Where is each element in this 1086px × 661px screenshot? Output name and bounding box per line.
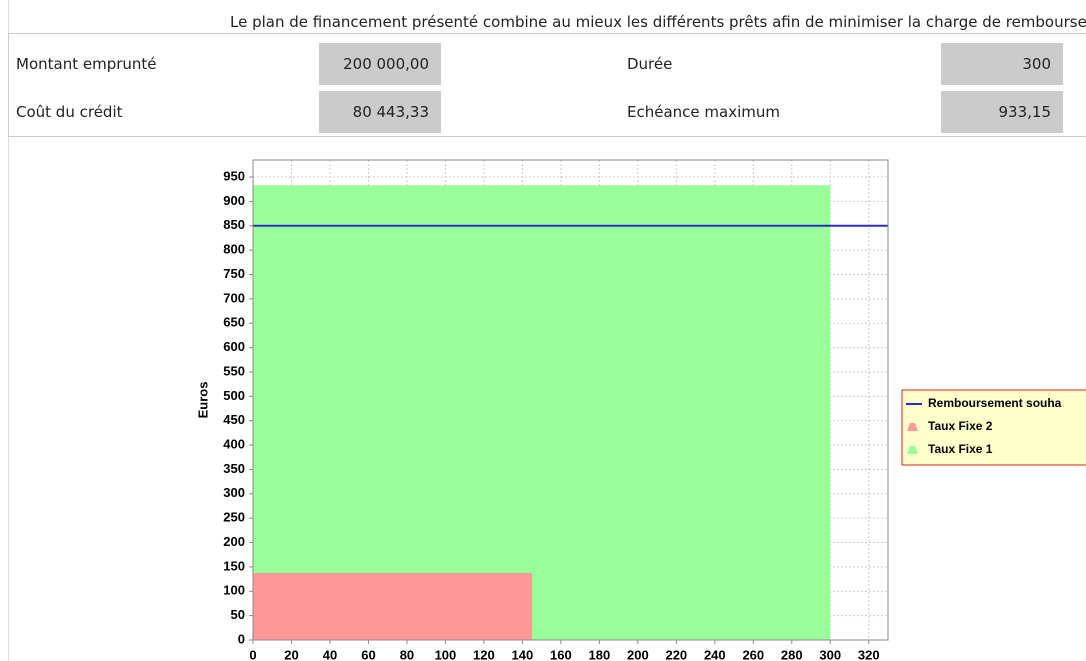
x-tick-label: 320 xyxy=(858,647,880,661)
x-tick-label: 40 xyxy=(323,647,337,661)
y-tick-label: 600 xyxy=(223,339,245,354)
divider xyxy=(8,0,9,661)
area xyxy=(253,572,831,640)
y-tick-label: 200 xyxy=(223,534,245,549)
y-tick-label: 350 xyxy=(223,461,245,476)
plot-frame xyxy=(252,159,889,641)
label: Coût du crédit xyxy=(16,103,123,121)
x-tick-label: 260 xyxy=(742,647,764,661)
x-tick-label: 80 xyxy=(400,647,414,661)
area xyxy=(253,185,831,640)
value: 200 000,00 xyxy=(319,43,441,85)
x-tick-label: 0 xyxy=(249,647,256,661)
x-tick-label: 280 xyxy=(781,647,803,661)
x-tick-label: 140 xyxy=(512,647,534,661)
x-tick-label: 160 xyxy=(550,647,572,661)
legend-label: Remboursement souha xyxy=(928,396,1062,410)
y-tick-label: 150 xyxy=(223,558,245,573)
y-tick-label: 50 xyxy=(231,607,245,622)
value: 300 xyxy=(941,43,1063,85)
y-tick-label: 250 xyxy=(223,510,245,525)
value: 933,15 xyxy=(941,91,1063,133)
y-tick-label: 650 xyxy=(223,315,245,330)
y-tick-label: 900 xyxy=(223,193,245,208)
label: Echéance maximum xyxy=(627,103,780,121)
y-axis-label: Euros xyxy=(195,382,210,419)
legend-box xyxy=(901,389,1086,466)
y-tick-label: 800 xyxy=(223,242,245,257)
legend-swatch xyxy=(907,446,918,454)
y-tick-label: 450 xyxy=(223,412,245,427)
y-tick-label: 0 xyxy=(238,631,245,646)
y-tick-label: 300 xyxy=(223,485,245,500)
legend-swatch xyxy=(907,423,918,431)
x-tick-label: 120 xyxy=(473,647,495,661)
value: 80 443,33 xyxy=(319,91,441,133)
summary-table: Montant emprunté 200 000,00 Durée 300 Co… xyxy=(8,33,1086,137)
y-tick-label: 500 xyxy=(223,388,245,403)
x-tick-label: 240 xyxy=(704,647,726,661)
x-tick-label: 200 xyxy=(627,647,649,661)
y-tick-label: 400 xyxy=(223,437,245,452)
y-tick-label: 950 xyxy=(223,168,245,183)
x-tick-label: 220 xyxy=(665,647,687,661)
y-tick-label: 100 xyxy=(223,583,245,598)
x-tick-label: 60 xyxy=(361,647,375,661)
x-tick-label: 300 xyxy=(819,647,841,661)
label: Durée xyxy=(627,55,673,73)
legend-label: Taux Fixe 2 xyxy=(928,419,993,433)
x-tick-label: 20 xyxy=(284,647,298,661)
y-tick-label: 550 xyxy=(223,363,245,378)
x-tick-label: 100 xyxy=(435,647,457,661)
legend: Remboursement souha Taux Fixe 2 Taux Fixe … xyxy=(901,389,1086,466)
y-tick-label: 700 xyxy=(223,290,245,305)
y-tick-label: 750 xyxy=(223,266,245,281)
legend-label: Taux Fixe 1 xyxy=(928,442,993,456)
label: Montant emprunté xyxy=(16,55,157,73)
y-tick-label: 850 xyxy=(223,217,245,232)
x-tick-label: 180 xyxy=(589,647,611,661)
header-text: Le plan de financement présenté combine … xyxy=(230,13,1086,31)
